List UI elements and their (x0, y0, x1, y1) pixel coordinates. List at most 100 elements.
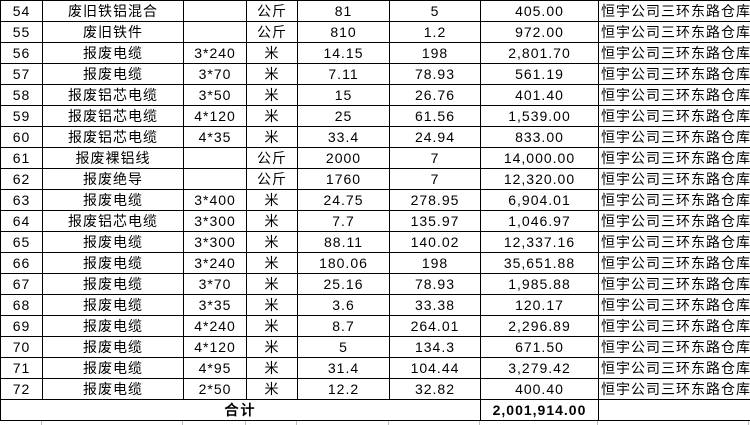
cell-quantity[interactable]: 25.16 (298, 274, 390, 295)
cell-item-name[interactable]: 报废电缆 (43, 316, 184, 337)
cell-quantity[interactable]: 31.4 (298, 358, 390, 379)
cell-unit[interactable]: 公斤 (247, 148, 298, 169)
cell-amount[interactable]: 561.19 (481, 64, 599, 85)
cell-unit-price[interactable]: 26.76 (390, 85, 481, 106)
cell-amount[interactable]: 120.17 (481, 295, 599, 316)
cell-amount[interactable]: 1,985.88 (481, 274, 599, 295)
cell-location[interactable]: 恒宇公司三环东路仓库 (599, 85, 750, 106)
cell-quantity[interactable]: 7.7 (298, 211, 390, 232)
cell-location[interactable]: 恒宇公司三环东路仓库 (599, 316, 750, 337)
cell-spec[interactable] (184, 169, 247, 190)
cell-amount[interactable]: 12,320.00 (481, 169, 599, 190)
cell-row-number[interactable]: 72 (1, 379, 43, 400)
cell-row-number[interactable]: 56 (1, 43, 43, 64)
cell-location[interactable]: 恒宇公司三环东路仓库 (599, 64, 750, 85)
cell-item-name[interactable]: 报废电缆 (43, 64, 184, 85)
cell-unit-price[interactable]: 33.38 (390, 295, 481, 316)
cell-unit[interactable]: 米 (247, 337, 298, 358)
cell-location[interactable]: 恒宇公司三环东路仓库 (599, 148, 750, 169)
cell-unit[interactable]: 米 (247, 43, 298, 64)
cell-spec[interactable]: 3*300 (184, 211, 247, 232)
cell-spec[interactable]: 3*70 (184, 274, 247, 295)
cell-spec[interactable]: 4*240 (184, 316, 247, 337)
cell-amount[interactable]: 2,801.70 (481, 43, 599, 64)
cell-row-number[interactable]: 61 (1, 148, 43, 169)
cell-unit[interactable]: 米 (247, 106, 298, 127)
cell-row-number[interactable]: 63 (1, 190, 43, 211)
cell-row-number[interactable]: 68 (1, 295, 43, 316)
cell-location[interactable]: 恒宇公司三环东路仓库 (599, 169, 750, 190)
cell-unit[interactable]: 米 (247, 274, 298, 295)
cell-amount[interactable]: 405.00 (481, 1, 599, 22)
cell-location[interactable]: 恒宇公司三环东路仓库 (599, 274, 750, 295)
cell-row-number[interactable]: 60 (1, 127, 43, 148)
cell-unit-price[interactable]: 104.44 (390, 358, 481, 379)
cell-location[interactable]: 恒宇公司三环东路仓库 (599, 253, 750, 274)
cell-spec[interactable] (184, 1, 247, 22)
cell-item-name[interactable]: 报废电缆 (43, 190, 184, 211)
cell-row-number[interactable]: 54 (1, 1, 43, 22)
total-amount-cell[interactable]: 2,001,914.00 (481, 400, 599, 421)
cell-unit[interactable]: 米 (247, 127, 298, 148)
cell-spec[interactable]: 3*50 (184, 85, 247, 106)
cell-unit[interactable]: 公斤 (247, 169, 298, 190)
cell-unit[interactable]: 米 (247, 211, 298, 232)
cell-unit-price[interactable]: 7 (390, 148, 481, 169)
cell-quantity[interactable]: 24.75 (298, 190, 390, 211)
cell-quantity[interactable]: 14.15 (298, 43, 390, 64)
cell-unit-price[interactable]: 264.01 (390, 316, 481, 337)
cell-unit[interactable]: 米 (247, 253, 298, 274)
cell-item-name[interactable]: 报废铝芯电缆 (43, 127, 184, 148)
cell-quantity[interactable]: 25 (298, 106, 390, 127)
cell-spec[interactable]: 3*70 (184, 64, 247, 85)
cell-spec[interactable]: 3*240 (184, 43, 247, 64)
cell-item-name[interactable]: 报废电缆 (43, 295, 184, 316)
cell-unit-price[interactable]: 140.02 (390, 232, 481, 253)
cell-unit[interactable]: 米 (247, 190, 298, 211)
cell-unit-price[interactable]: 134.3 (390, 337, 481, 358)
cell-row-number[interactable]: 65 (1, 232, 43, 253)
cell-row-number[interactable]: 55 (1, 22, 43, 43)
cell-item-name[interactable]: 报废绝导 (43, 169, 184, 190)
total-location-cell[interactable] (599, 400, 750, 421)
total-label-cell[interactable]: 合计 (1, 400, 481, 421)
cell-unit-price[interactable]: 61.56 (390, 106, 481, 127)
cell-location[interactable]: 恒宇公司三环东路仓库 (599, 211, 750, 232)
cell-location[interactable]: 恒宇公司三环东路仓库 (599, 127, 750, 148)
cell-spec[interactable] (184, 22, 247, 43)
cell-amount[interactable]: 671.50 (481, 337, 599, 358)
cell-amount[interactable]: 6,904.01 (481, 190, 599, 211)
cell-item-name[interactable]: 报废铝芯电缆 (43, 85, 184, 106)
cell-unit[interactable]: 米 (247, 85, 298, 106)
cell-amount[interactable]: 2,296.89 (481, 316, 599, 337)
cell-quantity[interactable]: 1760 (298, 169, 390, 190)
cell-row-number[interactable]: 58 (1, 85, 43, 106)
cell-unit-price[interactable]: 78.93 (390, 274, 481, 295)
cell-quantity[interactable]: 810 (298, 22, 390, 43)
cell-unit-price[interactable]: 7 (390, 169, 481, 190)
cell-unit[interactable]: 米 (247, 379, 298, 400)
cell-spec[interactable]: 3*400 (184, 190, 247, 211)
cell-item-name[interactable]: 报废电缆 (43, 43, 184, 64)
cell-location[interactable]: 恒宇公司三环东路仓库 (599, 43, 750, 64)
cell-unit[interactable]: 公斤 (247, 1, 298, 22)
cell-unit[interactable]: 米 (247, 232, 298, 253)
cell-unit-price[interactable]: 1.2 (390, 22, 481, 43)
cell-location[interactable]: 恒宇公司三环东路仓库 (599, 22, 750, 43)
cell-row-number[interactable]: 71 (1, 358, 43, 379)
cell-row-number[interactable]: 64 (1, 211, 43, 232)
cell-spec[interactable]: 3*240 (184, 253, 247, 274)
cell-item-name[interactable]: 报废电缆 (43, 358, 184, 379)
cell-item-name[interactable]: 报废铝芯电缆 (43, 106, 184, 127)
cell-quantity[interactable]: 5 (298, 337, 390, 358)
cell-quantity[interactable]: 3.6 (298, 295, 390, 316)
cell-unit-price[interactable]: 198 (390, 253, 481, 274)
cell-location[interactable]: 恒宇公司三环东路仓库 (599, 232, 750, 253)
cell-unit[interactable]: 米 (247, 295, 298, 316)
cell-amount[interactable]: 833.00 (481, 127, 599, 148)
cell-unit-price[interactable]: 32.82 (390, 379, 481, 400)
cell-row-number[interactable]: 66 (1, 253, 43, 274)
cell-amount[interactable]: 12,337.16 (481, 232, 599, 253)
cell-spec[interactable] (184, 148, 247, 169)
cell-spec[interactable]: 4*120 (184, 337, 247, 358)
